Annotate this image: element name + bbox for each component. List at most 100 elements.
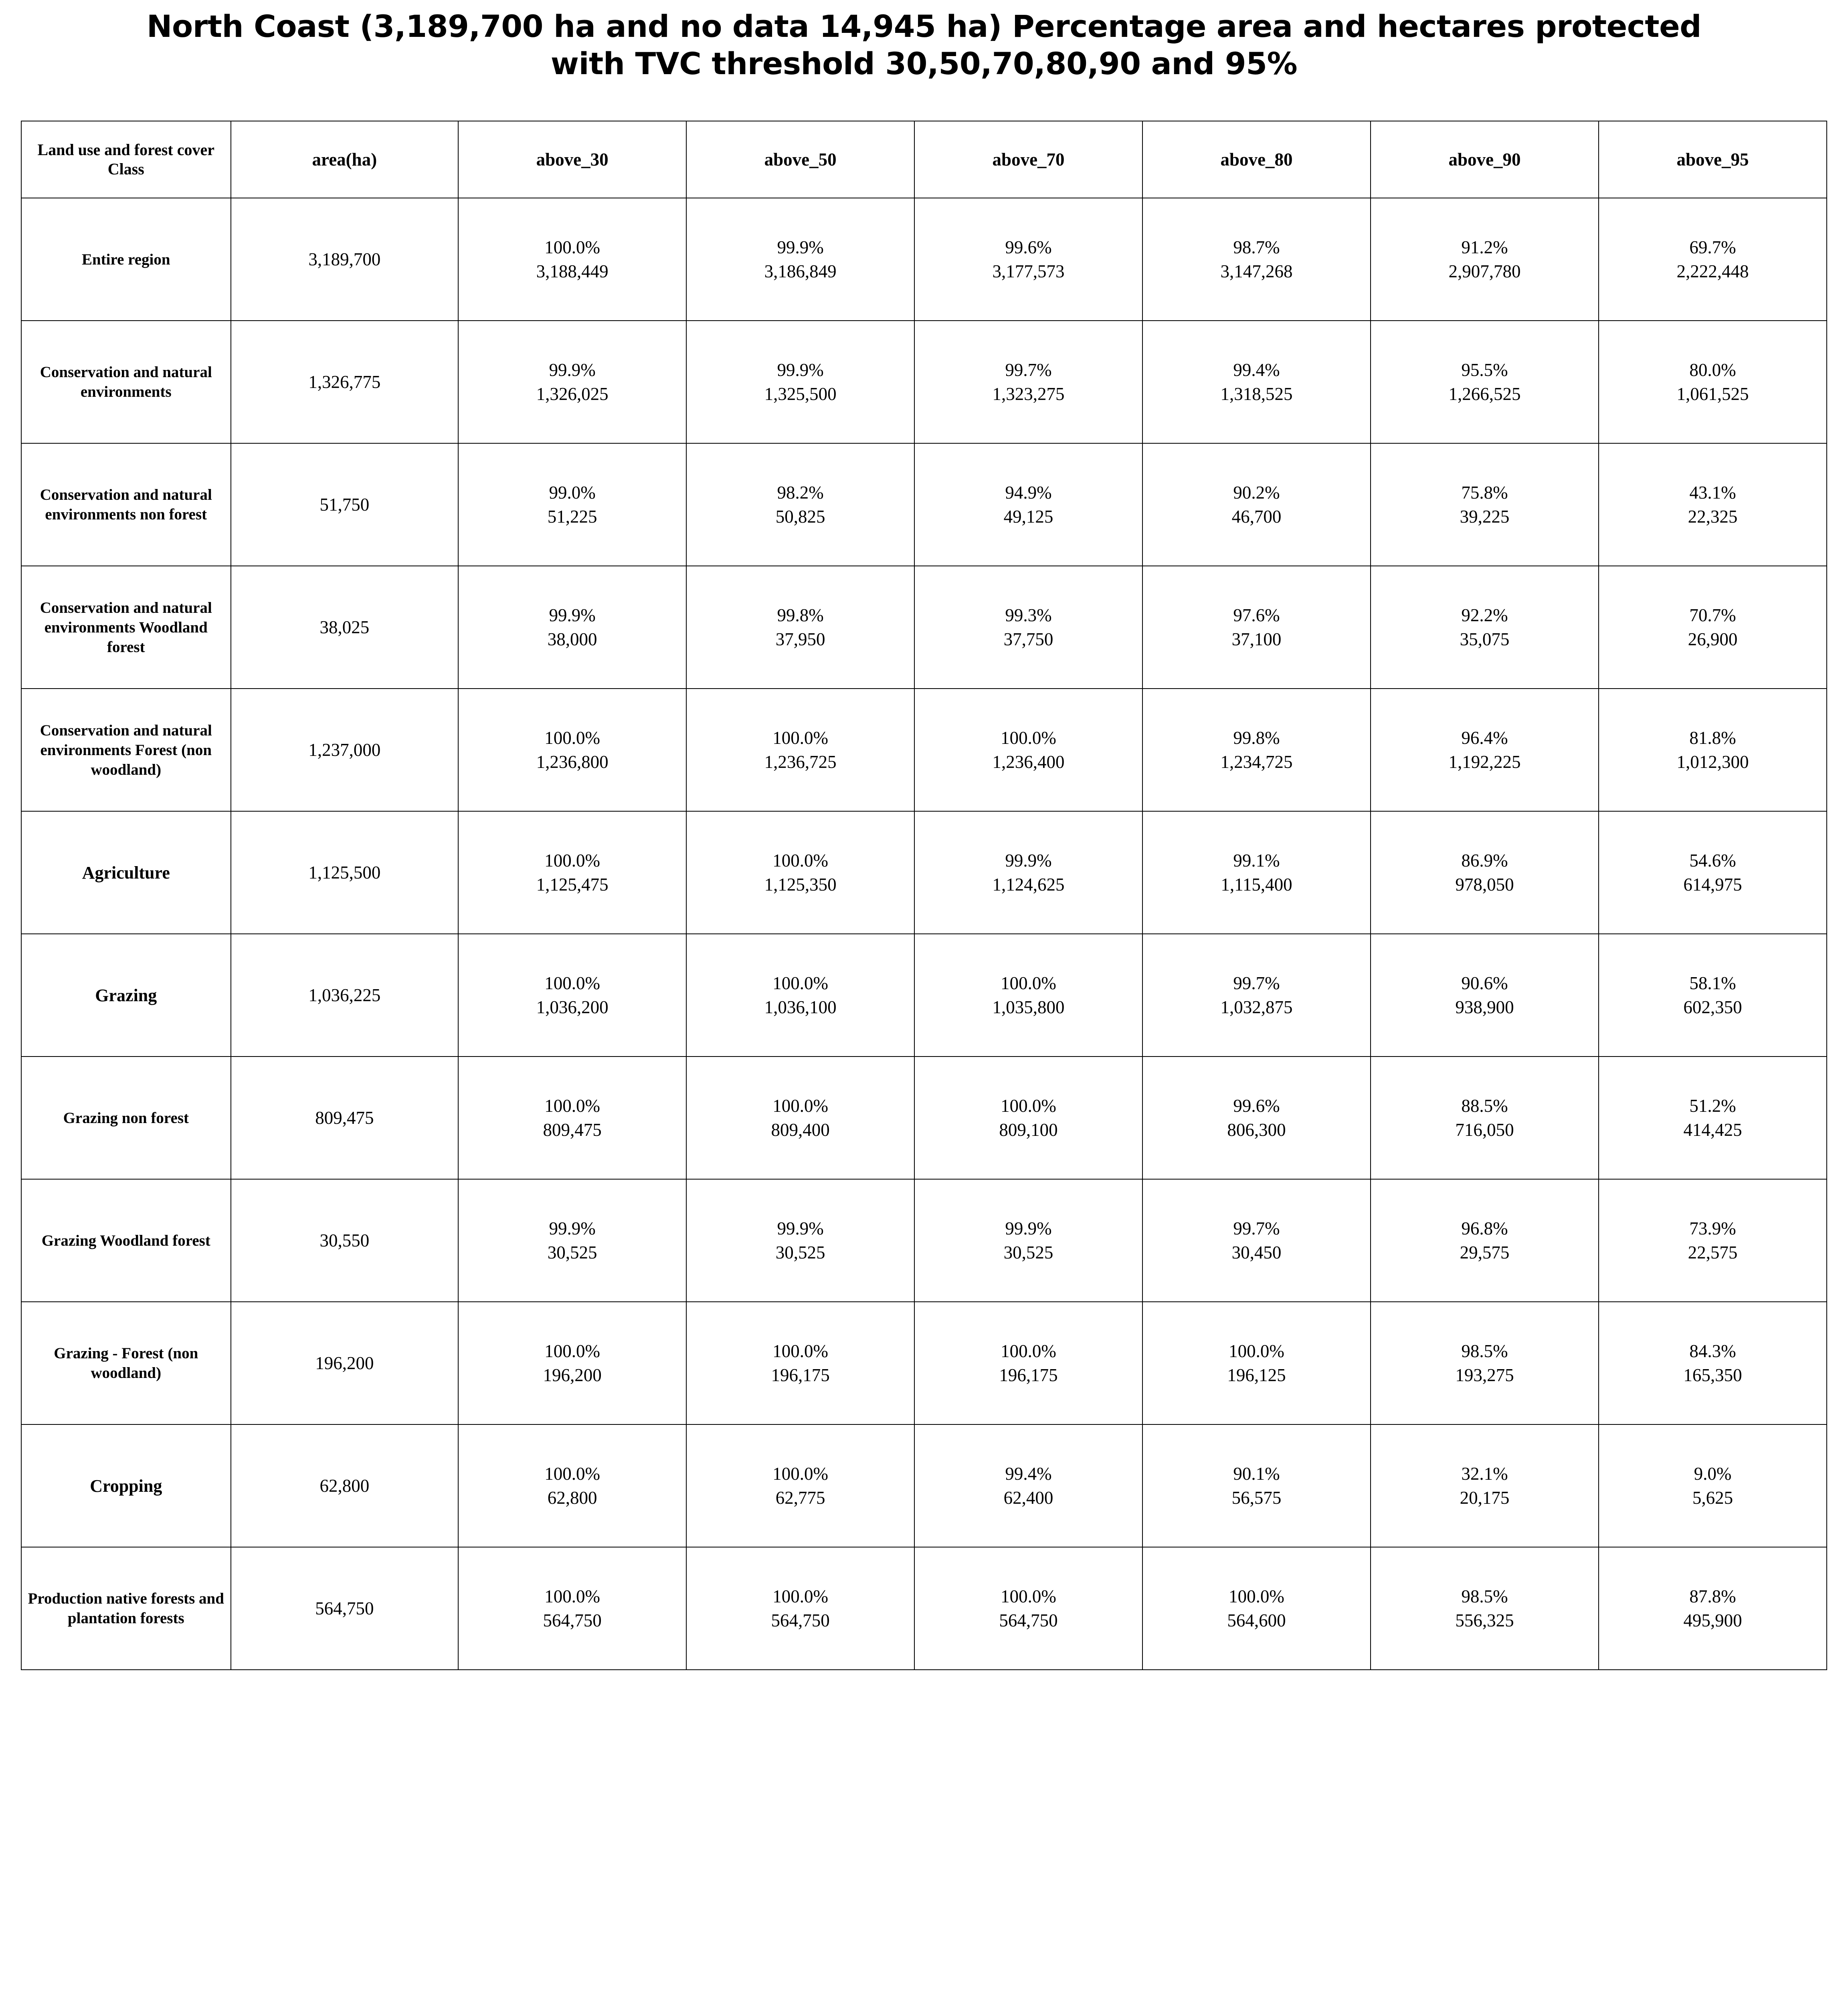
cell-above-90: 88.5% 716,050 — [1370, 1056, 1599, 1180]
cell-above-90: 95.5% 1,266,525 — [1370, 320, 1599, 444]
cell-above-70: 99.6% 3,177,573 — [914, 198, 1143, 321]
cell-above-30: 100.0% 1,236,800 — [458, 688, 687, 812]
cell-hectares: 165,350 — [1683, 1365, 1742, 1386]
cell-hectares: 1,326,025 — [536, 384, 609, 404]
cell-area-ha: 1,237,000 — [230, 688, 459, 812]
cell-above-70: 100.0% 564,750 — [914, 1547, 1143, 1671]
row-label-class: Conservation and natural environments — [21, 320, 231, 444]
cell-above-95: 9.0% 5,625 — [1598, 1424, 1828, 1548]
cell-area-ha: 51,750 — [230, 443, 459, 567]
cell-above-95: 80.0% 1,061,525 — [1598, 320, 1828, 444]
cell-hectares: 1,234,725 — [1220, 752, 1293, 772]
cell-percentage: 86.9% — [1461, 850, 1508, 871]
cell-above-80: 99.1% 1,115,400 — [1142, 811, 1371, 935]
cell-above-80: 99.7% 1,032,875 — [1142, 933, 1371, 1057]
cell-hectares: 193,275 — [1455, 1365, 1514, 1386]
cell-above-70: 100.0% 1,236,400 — [914, 688, 1143, 812]
table-row: Conservation and natural environments Wo… — [21, 566, 1828, 689]
cell-hectares: 196,125 — [1227, 1365, 1286, 1386]
cell-hectares: 30,525 — [775, 1242, 825, 1263]
cell-above-95: 58.1% 602,350 — [1598, 933, 1828, 1057]
cell-above-30: 100.0% 1,125,475 — [458, 811, 687, 935]
cell-hectares: 1,125,350 — [764, 875, 837, 895]
cell-percentage: 32.1% — [1461, 1463, 1508, 1484]
cell-percentage: 80.0% — [1689, 360, 1736, 380]
cell-above-70: 99.4% 62,400 — [914, 1424, 1143, 1548]
cell-above-80: 97.6% 37,100 — [1142, 566, 1371, 689]
cell-above-70: 94.9% 49,125 — [914, 443, 1143, 567]
cell-above-95: 69.7% 2,222,448 — [1598, 198, 1828, 321]
cell-hectares: 26,900 — [1688, 629, 1738, 650]
row-label-class: Grazing non forest — [21, 1056, 231, 1180]
cell-above-95: 51.2% 414,425 — [1598, 1056, 1828, 1180]
cell-hectares: 495,900 — [1683, 1610, 1742, 1631]
cell-percentage: 99.9% — [1005, 1218, 1052, 1238]
cell-percentage: 100.0% — [1001, 1095, 1056, 1116]
row-label-class: Agriculture — [21, 811, 231, 935]
cell-percentage: 98.2% — [777, 482, 824, 503]
cell-hectares: 564,750 — [999, 1610, 1058, 1631]
cell-percentage: 97.6% — [1233, 605, 1280, 625]
cell-hectares: 62,400 — [1003, 1488, 1053, 1508]
table-row: Conservation and natural environments Fo… — [21, 688, 1828, 812]
cell-percentage: 100.0% — [544, 1586, 600, 1606]
cell-above-50: 100.0% 62,775 — [686, 1424, 915, 1548]
cell-hectares: 20,175 — [1460, 1488, 1510, 1508]
cell-percentage: 99.9% — [1005, 850, 1052, 871]
cell-percentage: 100.0% — [772, 850, 828, 871]
cell-hectares: 1,323,275 — [992, 384, 1065, 404]
cell-hectares: 1,032,875 — [1220, 997, 1293, 1018]
cell-above-95: 87.8% 495,900 — [1598, 1547, 1828, 1671]
column-header-class: Land use and forest cover Class — [21, 121, 231, 199]
table-row: Grazing non forest 809,475 100.0% 809,475 10… — [21, 1056, 1828, 1180]
cell-percentage: 100.0% — [544, 1095, 600, 1116]
cell-percentage: 99.9% — [549, 360, 596, 380]
cell-hectares: 1,035,800 — [992, 997, 1065, 1018]
cell-percentage: 100.0% — [772, 973, 828, 993]
cell-above-30: 100.0% 196,200 — [458, 1301, 687, 1425]
cell-hectares: 196,200 — [543, 1365, 602, 1386]
cell-hectares: 3,188,449 — [536, 261, 609, 282]
cell-percentage: 100.0% — [772, 1463, 828, 1484]
cell-percentage: 90.6% — [1461, 973, 1508, 993]
cell-above-90: 96.8% 29,575 — [1370, 1179, 1599, 1303]
row-label-class: Grazing — [21, 933, 231, 1057]
table-body: Entire region 3,189,700 100.0% 3,188,449 99.… — [21, 198, 1828, 1671]
cell-area-ha: 1,036,225 — [230, 933, 459, 1057]
cell-area-ha: 1,125,500 — [230, 811, 459, 935]
cell-hectares: 564,600 — [1227, 1610, 1286, 1631]
cell-above-80: 100.0% 196,125 — [1142, 1301, 1371, 1425]
table-row: Entire region 3,189,700 100.0% 3,188,449 99.… — [21, 198, 1828, 321]
cell-percentage: 99.1% — [1233, 850, 1280, 871]
cell-above-95: 73.9% 22,575 — [1598, 1179, 1828, 1303]
cell-above-30: 100.0% 564,750 — [458, 1547, 687, 1671]
cell-hectares: 2,907,780 — [1448, 261, 1521, 282]
cell-hectares: 1,325,500 — [764, 384, 837, 404]
cell-above-80: 90.2% 46,700 — [1142, 443, 1371, 567]
cell-above-30: 100.0% 809,475 — [458, 1056, 687, 1180]
cell-above-80: 99.7% 30,450 — [1142, 1179, 1371, 1303]
column-header-area: area(ha) — [230, 121, 459, 199]
cell-hectares: 51,225 — [547, 507, 597, 527]
cell-above-30: 100.0% 1,036,200 — [458, 933, 687, 1057]
cell-hectares: 37,950 — [775, 629, 825, 650]
cell-percentage: 100.0% — [1001, 727, 1056, 748]
cell-above-50: 99.8% 37,950 — [686, 566, 915, 689]
cell-above-80: 99.4% 1,318,525 — [1142, 320, 1371, 444]
cell-hectares: 809,475 — [543, 1120, 602, 1140]
table-row: Production native forests and plantation… — [21, 1547, 1828, 1671]
cell-percentage: 100.0% — [544, 1341, 600, 1361]
cell-above-50: 100.0% 1,036,100 — [686, 933, 915, 1057]
cell-percentage: 100.0% — [544, 237, 600, 257]
cell-percentage: 9.0% — [1694, 1463, 1732, 1484]
cell-percentage: 87.8% — [1689, 1586, 1736, 1606]
cell-percentage: 99.3% — [1005, 605, 1052, 625]
row-label-class: Cropping — [21, 1424, 231, 1548]
cell-percentage: 99.7% — [1233, 1218, 1280, 1238]
cell-above-70: 99.9% 30,525 — [914, 1179, 1143, 1303]
cell-hectares: 3,186,849 — [764, 261, 837, 282]
cell-percentage: 99.8% — [777, 605, 824, 625]
cell-above-70: 100.0% 1,035,800 — [914, 933, 1143, 1057]
cell-area-ha: 38,025 — [230, 566, 459, 689]
cell-percentage: 99.6% — [1233, 1095, 1280, 1116]
